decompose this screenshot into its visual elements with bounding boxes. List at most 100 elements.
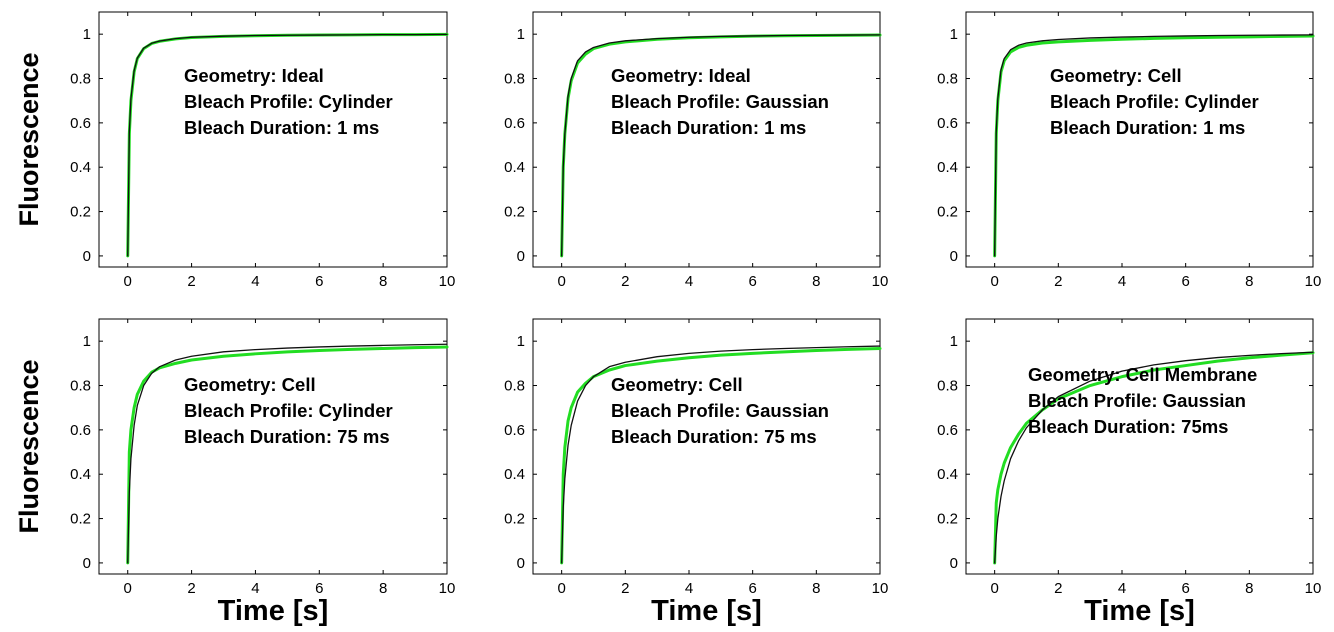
chart-panel-4: 0 2 4 6 8 10 0 0.2 0.4 0.6 0.8 1 Geometry: Cell Bleac… <box>14 318 455 627</box>
y-tick-label: 0 <box>950 555 958 572</box>
x-tick-label: 6 <box>1181 580 1189 597</box>
y-tick-label: 0.2 <box>70 204 91 221</box>
x-tick-label: 4 <box>685 580 693 597</box>
series-line-black <box>561 345 881 564</box>
series-line-black <box>994 351 1314 564</box>
y-tick-label: 0.8 <box>504 378 525 395</box>
annotation-line: Bleach Duration: 1 ms <box>184 117 379 138</box>
series-line-black <box>561 34 881 257</box>
x-tick-label: 0 <box>990 273 998 290</box>
x-tick-label: 2 <box>621 580 629 597</box>
annotation-line: Geometry: Cell <box>611 374 743 395</box>
y-axis-label: Fluorescence <box>14 359 44 533</box>
x-tick-label: 10 <box>872 580 889 597</box>
x-tick-label: 4 <box>251 580 259 597</box>
annotation-line: Bleach Duration: 1 ms <box>611 117 806 138</box>
annotation-line: Bleach Duration: 1 ms <box>1050 117 1245 138</box>
x-tick-label: 6 <box>748 580 756 597</box>
x-tick-label: 2 <box>187 273 195 290</box>
y-tick-label: 0 <box>517 555 525 572</box>
x-tick-label: 10 <box>439 273 456 290</box>
x-tick-label: 6 <box>1181 273 1189 290</box>
chart-panel-3: 0 2 4 6 8 10 0 0.2 0.4 0.6 0.8 1 Geometry: Cell Bleac… <box>937 11 1322 290</box>
y-tick-label: 0.4 <box>70 466 91 483</box>
annotation-line: Bleach Duration: 75ms <box>1028 416 1228 437</box>
chart-panel-1: 0 2 4 6 8 10 0 0.2 0.4 0.6 0.8 1 Geometry: Ideal Blea… <box>14 11 456 290</box>
annotation-line: Bleach Profile: Cylinder <box>184 400 393 421</box>
x-tick-label: 10 <box>1305 273 1322 290</box>
y-tick-label: 0.6 <box>504 115 525 132</box>
annotation-line: Bleach Duration: 75 ms <box>184 426 390 447</box>
y-tick-label: 0.6 <box>937 115 958 132</box>
y-tick-label: 0 <box>950 248 958 265</box>
y-tick-label: 0.4 <box>937 159 958 176</box>
x-tick-label: 6 <box>315 273 323 290</box>
x-tick-label: 8 <box>1245 273 1253 290</box>
plot-frame <box>532 11 881 268</box>
x-tick-label: 8 <box>812 273 820 290</box>
chart-panel-2: 0 2 4 6 8 10 0 0.2 0.4 0.6 0.8 1 Geometry: Ideal Blea… <box>504 11 889 290</box>
annotation-line: Bleach Profile: Gaussian <box>611 91 829 112</box>
y-tick-label: 0.8 <box>70 71 91 88</box>
y-tick-label: 0.8 <box>504 71 525 88</box>
series-line-green <box>126 345 449 565</box>
annotation-line: Geometry: Cell Membrane <box>1028 364 1257 385</box>
x-axis-label: Time [s] <box>218 595 329 627</box>
y-tick-label: 1 <box>83 26 91 43</box>
annotation-line: Geometry: Cell <box>1050 65 1182 86</box>
plot-frame <box>98 11 448 268</box>
x-tick-label: 4 <box>1118 580 1126 597</box>
y-tick-label: 0 <box>83 248 91 265</box>
plot-frame <box>532 318 881 575</box>
plot-frame <box>965 318 1314 575</box>
series-line-green <box>993 351 1315 565</box>
chart-panel-5: 0 2 4 6 8 10 0 0.2 0.4 0.6 0.8 1 Geometry: Cell Bleac… <box>504 318 889 627</box>
y-tick-label: 1 <box>950 333 958 350</box>
series-line-black <box>994 34 1314 257</box>
x-tick-label: 0 <box>557 580 565 597</box>
x-tick-label: 0 <box>557 273 565 290</box>
x-tick-label: 10 <box>872 273 889 290</box>
x-axis-label: Time [s] <box>1084 595 1195 627</box>
x-tick-label: 10 <box>1305 580 1322 597</box>
y-tick-label: 0.2 <box>504 204 525 221</box>
x-tick-label: 2 <box>187 580 195 597</box>
x-tick-label: 4 <box>685 273 693 290</box>
x-tick-label: 8 <box>379 580 387 597</box>
y-tick-label: 0.4 <box>504 159 525 176</box>
annotation-line: Geometry: Ideal <box>184 65 324 86</box>
x-axis-label: Time [s] <box>651 595 762 627</box>
x-tick-label: 4 <box>1118 273 1126 290</box>
y-tick-label: 0.2 <box>504 511 525 528</box>
plot-frame <box>965 11 1314 268</box>
annotation-line: Bleach Profile: Cylinder <box>1050 91 1259 112</box>
x-tick-label: 6 <box>748 273 756 290</box>
y-tick-label: 1 <box>517 26 525 43</box>
x-tick-label: 6 <box>315 580 323 597</box>
y-tick-label: 1 <box>83 333 91 350</box>
y-tick-label: 0.8 <box>70 378 91 395</box>
annotation-line: Bleach Duration: 75 ms <box>611 426 817 447</box>
x-tick-label: 0 <box>990 580 998 597</box>
y-tick-label: 0 <box>83 555 91 572</box>
plot-frame <box>98 318 448 575</box>
y-tick-label: 1 <box>950 26 958 43</box>
series-line-black <box>127 33 448 257</box>
x-tick-label: 8 <box>379 273 387 290</box>
y-tick-label: 1 <box>517 333 525 350</box>
x-tick-label: 4 <box>251 273 259 290</box>
y-tick-label: 0.2 <box>937 511 958 528</box>
x-tick-label: 2 <box>621 273 629 290</box>
y-tick-label: 0.2 <box>70 511 91 528</box>
y-tick-label: 0.8 <box>937 71 958 88</box>
y-tick-label: 0.6 <box>937 422 958 439</box>
annotation-line: Geometry: Ideal <box>611 65 751 86</box>
y-tick-label: 0.6 <box>70 115 91 132</box>
y-tick-label: 0.4 <box>504 466 525 483</box>
y-tick-label: 0 <box>517 248 525 265</box>
y-axis-label: Fluorescence <box>14 52 44 226</box>
y-tick-label: 0.8 <box>937 378 958 395</box>
annotation-line: Bleach Profile: Cylinder <box>184 91 393 112</box>
series-line-black <box>127 343 448 564</box>
